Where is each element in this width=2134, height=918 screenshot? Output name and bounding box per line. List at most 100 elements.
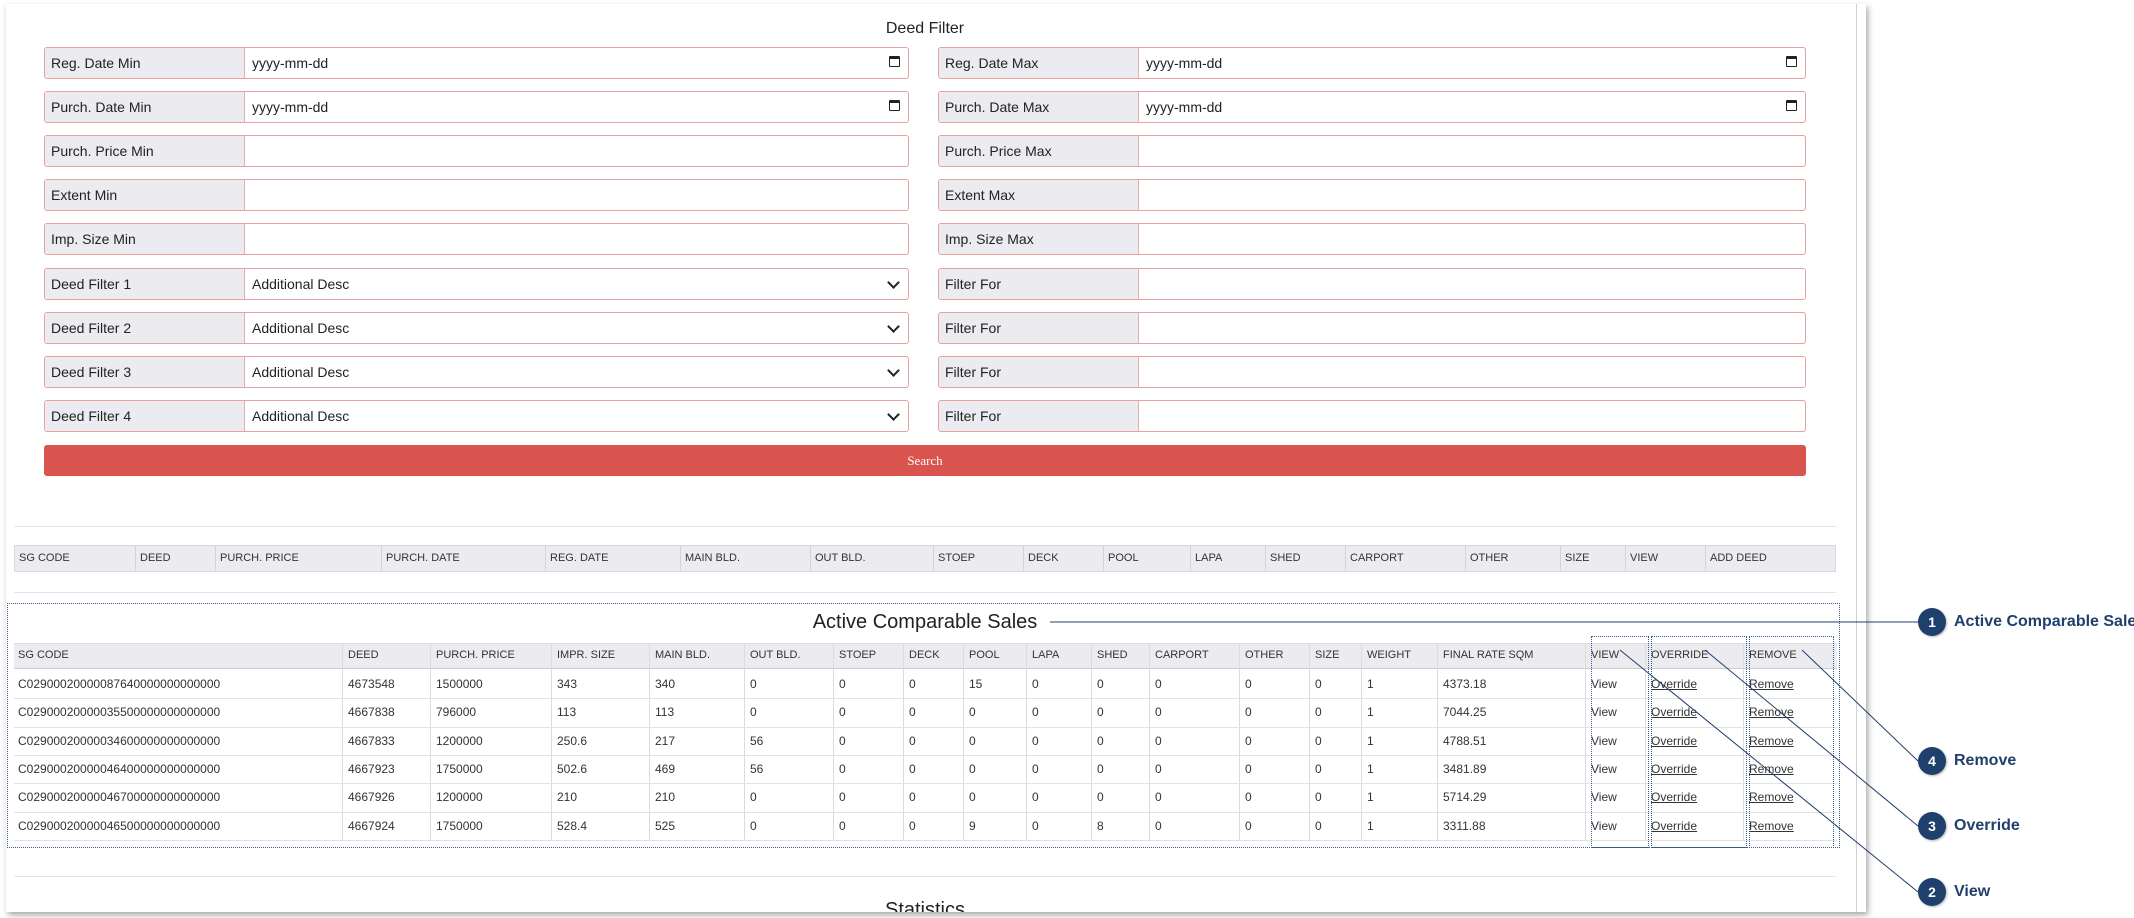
text-input[interactable] [1139, 224, 1805, 254]
date-input[interactable]: yyyy-mm-dd [245, 48, 908, 78]
view-link[interactable]: View [1591, 705, 1617, 720]
override-column-highlight [1651, 636, 1747, 848]
text-input[interactable] [1139, 357, 1805, 387]
calendar-icon[interactable] [1786, 56, 1797, 67]
table-row-divider [14, 698, 1837, 700]
remove-column-highlight [1749, 636, 1834, 848]
table-cell: 56 [750, 733, 764, 748]
chevron-down-icon [887, 364, 900, 377]
text-input[interactable] [1139, 313, 1805, 343]
callout-label: View [1954, 883, 1991, 900]
comp-col-header: OTHER [1245, 649, 1284, 661]
text-input[interactable] [1139, 269, 1805, 299]
view-link[interactable]: View [1591, 733, 1617, 748]
search-button[interactable]: Search [44, 445, 1806, 476]
table-cell: 0 [909, 761, 916, 776]
deed-col-header: SIZE [1560, 546, 1589, 571]
table-cell: 3311.88 [1443, 818, 1486, 833]
table-cell: 0 [1315, 705, 1322, 720]
text-input[interactable] [245, 136, 908, 166]
filter-label: Deed Filter 1 [45, 269, 245, 299]
view-column-highlight [1591, 636, 1649, 848]
table-cell: 9 [969, 818, 976, 833]
deed-filter-select[interactable]: Additional Desc [245, 401, 908, 431]
table-cell: 0 [909, 790, 916, 805]
table-cell: 0 [969, 705, 976, 720]
comparables-table-header [14, 643, 1837, 669]
table-cell: 0 [1097, 677, 1104, 691]
filter-label: Filter For [939, 269, 1139, 299]
calendar-icon[interactable] [1786, 100, 1797, 111]
filter-row-extent-max: Extent Max [938, 179, 1806, 211]
filter-row-filter-for: Filter For [938, 400, 1806, 432]
table-cell: 217 [655, 733, 676, 748]
comp-col-header: LAPA [1032, 649, 1060, 661]
comp-col-header: IMPR. SIZE [557, 649, 616, 661]
table-cell: 8 [1097, 818, 1104, 833]
comp-col-header: STOEP [839, 649, 877, 661]
table-cell: 0 [750, 677, 757, 691]
deed-filter-select[interactable]: Additional Desc [245, 313, 908, 343]
deed-filter-select[interactable]: Additional Desc [245, 357, 908, 387]
text-input[interactable] [245, 180, 908, 210]
callout-label: Remove [1954, 752, 2017, 769]
date-input[interactable]: yyyy-mm-dd [1139, 48, 1805, 78]
date-input[interactable]: yyyy-mm-dd [245, 92, 908, 122]
table-cell: 0 [969, 733, 976, 748]
table-cell: 1 [1367, 677, 1374, 691]
text-input[interactable] [1139, 401, 1805, 431]
filter-label: Filter For [939, 357, 1139, 387]
page: Deed Filter Reg. Date Min yyyy-mm-dd Purch… [6, 4, 1866, 912]
column-separator [649, 643, 650, 840]
calendar-icon[interactable] [889, 100, 900, 111]
chevron-down-icon [887, 320, 900, 333]
table-cell: 0 [839, 677, 846, 691]
filter-label: Extent Max [939, 180, 1139, 210]
calendar-icon[interactable] [889, 56, 900, 67]
view-link[interactable]: View [1591, 818, 1617, 833]
column-separator [342, 643, 343, 840]
column-separator [1026, 643, 1027, 840]
table-cell: 0 [969, 790, 976, 805]
table-cell: 0 [1245, 790, 1252, 805]
table-cell: 0 [1032, 733, 1039, 748]
filter-row-purch-price-max: Purch. Price Max [938, 135, 1806, 167]
table-cell: 0 [1155, 733, 1162, 748]
table-cell: 0 [1245, 761, 1252, 776]
table-cell: 0 [1315, 818, 1322, 833]
deed-filter-title: Deed Filter [885, 20, 965, 37]
table-cell: 469 [655, 761, 676, 776]
deed-filter-select[interactable]: Additional Desc [245, 269, 908, 299]
view-link[interactable]: View [1591, 761, 1617, 776]
filter-label: Purch. Price Min [45, 136, 245, 166]
column-separator [903, 643, 904, 840]
text-input[interactable] [1139, 136, 1805, 166]
table-cell: 0 [750, 705, 757, 720]
comp-col-header: DECK [909, 649, 940, 661]
table-cell: 0 [1245, 677, 1252, 691]
table-cell: 0 [1245, 818, 1252, 833]
callout-badge: 3 [1918, 812, 1946, 840]
text-input[interactable] [1139, 180, 1805, 210]
table-row-divider [14, 839, 1837, 841]
view-link[interactable]: View [1591, 677, 1617, 691]
table-cell: 0 [839, 761, 846, 776]
callout-badge: 4 [1918, 747, 1946, 775]
table-cell: 796000 [436, 705, 477, 720]
table-cell: C02900020000046700000000000000 [18, 790, 221, 805]
deed-col-header: STOEP [933, 546, 975, 571]
table-cell: 0 [839, 790, 846, 805]
filter-label: Purch. Price Max [939, 136, 1139, 166]
table-cell: 0 [1032, 761, 1039, 776]
table-cell: 0 [750, 790, 757, 805]
filter-label: Purch. Date Min [45, 92, 245, 122]
table-cell: 0 [839, 705, 846, 720]
filter-label: Filter For [939, 313, 1139, 343]
filter-row-purch-price-min: Purch. Price Min [44, 135, 909, 167]
date-input[interactable]: yyyy-mm-dd [1139, 92, 1805, 122]
filter-label: Deed Filter 4 [45, 401, 245, 431]
table-cell: 0 [1097, 733, 1104, 748]
view-link[interactable]: View [1591, 790, 1617, 805]
text-input[interactable] [245, 224, 908, 254]
column-separator [551, 643, 552, 840]
